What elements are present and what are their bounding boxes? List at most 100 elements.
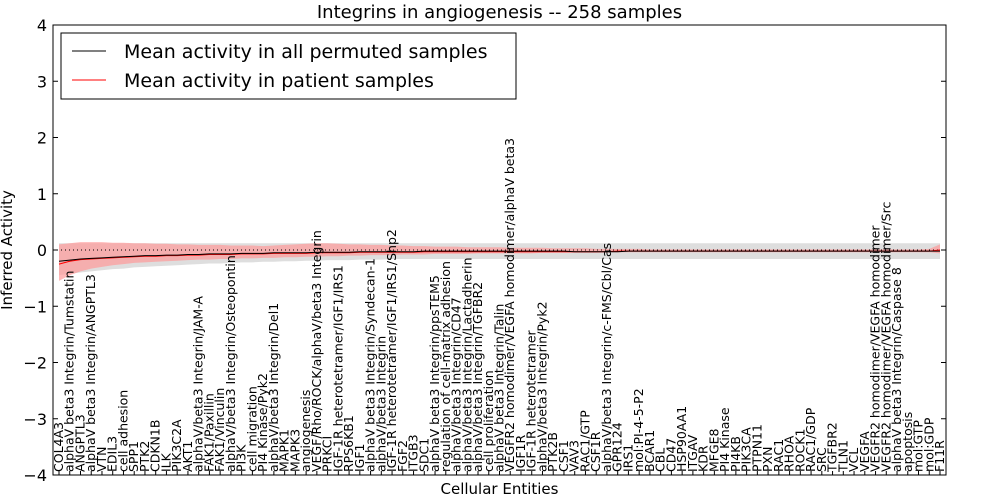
series-lines-group: [58, 249, 941, 265]
x-tick-label: alphaV/beta3 Integrin/Pyk2: [534, 301, 549, 472]
x-tick-label: alphaV beta3 Integrin/Caspase 8: [889, 267, 904, 472]
x-tick-label: angiogenesis: [298, 390, 313, 472]
x-tick-label: PRKCI: [320, 436, 335, 472]
x-tick-label: COL4A3: [51, 422, 66, 472]
x-tick-label: PI3K: [234, 444, 249, 472]
x-tick-label: regulation of cell-matrix adhesion: [438, 261, 453, 472]
x-tick-label: RAC1/GDP: [803, 407, 818, 472]
y-tick-label: 4: [37, 16, 47, 35]
x-tick-label: TLN1: [835, 440, 850, 473]
x-tick-label: alphaV/beta3 Integrin/Lactadherin: [459, 257, 474, 472]
x-tick-label: PI4 Kinase/Pyk2: [255, 373, 270, 472]
x-tick-label: CBL: [653, 448, 668, 472]
x-tick-label: alphaV/beta3 Integrin/c-FMS/Cbl/Cas: [599, 243, 614, 472]
y-axis-label: Inferred Activity: [0, 190, 16, 310]
x-tick-label: ANGPTL3: [72, 414, 87, 472]
x-tick-label: VTN: [94, 446, 109, 472]
x-tick-label: VAV3: [567, 440, 582, 472]
y-tick-label: −1: [23, 297, 47, 316]
x-tick-label: SDC1: [416, 438, 431, 472]
x-tick-label: BCAR1: [642, 430, 657, 472]
x-tick-label: PTK2B: [545, 432, 560, 472]
x-tick-label: alphaV/beta3 Integrin/CD47: [449, 297, 464, 472]
y-tick-label: −4: [23, 466, 47, 485]
y-tick-label: 0: [37, 241, 47, 260]
y-tick-label: −2: [23, 354, 47, 373]
line-permuted: [58, 250, 940, 262]
legend-entry-patient: Mean activity in patient samples: [124, 70, 434, 92]
x-tick-label: cell migration: [244, 386, 259, 472]
x-tick-label: CD47: [663, 438, 678, 472]
x-tick-label: MAPK1: [277, 429, 292, 472]
x-tick-label: alphaV/beta3 Integrin/Del1: [266, 303, 281, 472]
x-tick-label: IGF-1R heterotetramer: [524, 329, 539, 472]
x-tick-label: ROCK1: [792, 429, 807, 472]
x-tick-label: ITGAV: [685, 434, 700, 472]
y-tick-label: 3: [37, 72, 47, 91]
x-tick-label: alphaV beta3 Integrin/Talin: [492, 304, 507, 472]
x-tick-label: alphaV/beta3 Integrin/JAM-A: [191, 296, 206, 472]
x-tick-label: alphaV/beta3 Integrin/TGFBR2: [470, 282, 485, 472]
x-tick-label: PI4 Kinase: [717, 407, 732, 472]
x-tick-label: MFGE8: [706, 428, 721, 472]
x-tick-label: PI4KB: [728, 436, 743, 472]
legend-entry-permuted: Mean activity in all permuted samples: [124, 41, 487, 63]
x-tick-label: FAK1/Vinculin: [212, 388, 227, 472]
x-tick-label: VEGFR2 homodimer/VEGFA homodimer/Src: [878, 202, 893, 472]
x-tick-label: VEGFA: [857, 431, 872, 472]
x-tick-label: alphaV/beta3 Integrin/Osteopontin: [223, 255, 238, 472]
band-patient: [59, 242, 940, 281]
x-tick-label: cell proliferation: [481, 370, 496, 472]
chart-title: Integrins in angiogenesis -- 258 samples: [317, 2, 682, 23]
x-tick-label: mol:GTP: [911, 420, 926, 472]
x-tick-label: MAPK3: [287, 429, 302, 472]
x-tick-label: PIK3C2A: [169, 419, 184, 472]
x-tick-label: VEGFR2 homodimer/VEGFA homodimer/alphaV …: [502, 138, 517, 472]
x-tick-label: RPS6KB1: [341, 415, 356, 472]
x-tick-label: KDR: [696, 445, 711, 472]
bands-group: [59, 242, 940, 281]
x-tick-label: GPR124: [610, 422, 625, 472]
x-tick-label: PXN: [760, 447, 775, 472]
x-tick-label: TGFBR2: [825, 422, 840, 473]
x-tick-label: PIK3CA: [739, 427, 754, 472]
x-tick-label: CSF1R: [588, 431, 603, 472]
x-tick-label: alphaV/beta3 Integrin: [373, 336, 388, 472]
y-tick-label: 2: [37, 129, 47, 148]
x-tick-label: IGF1R: [513, 434, 528, 472]
x-tick-label: VEGF/Rho/ROCK/alphaV/beta3 Integrin: [309, 230, 324, 472]
x-tick-label: cell adhesion: [115, 390, 130, 472]
x-tick-label: CDKN1B: [148, 420, 163, 472]
x-tick-label: IRS1: [620, 444, 635, 472]
x-tick-label: FAK1/Paxillin: [201, 393, 216, 472]
x-tick-label: RHOA: [782, 435, 797, 472]
x-tick-label: CSF1: [556, 440, 571, 472]
x-tick-label: alphaV beta3 Integrin/Tumstatin: [62, 271, 77, 472]
x-tick-label: HSP90AA1: [674, 406, 689, 472]
x-tick-label: ILK: [158, 452, 173, 472]
x-tick-label: ITGB3: [406, 434, 421, 472]
x-tick-label: RAC1/GTP: [577, 410, 592, 472]
x-tick-label: RAC1: [771, 439, 786, 472]
x-tick-label: VEGFR2 homodimer/VEGFA homodimer: [868, 225, 883, 472]
x-axis-label: Cellular Entities: [441, 480, 559, 498]
x-tick-label: IGF-1R heterotetramer/IGF1/IRS1/Shp2: [384, 229, 399, 472]
x-tick-label: apoptosis: [900, 412, 915, 472]
x-tick-label: mol:GDP: [921, 417, 936, 472]
x-tick-label: IGF-1R heterotetramer/IGF1/IRS1: [330, 265, 345, 472]
x-tick-label: PTK2: [137, 441, 152, 472]
x-tick-label: FGF2: [395, 440, 410, 472]
legend-box: [60, 32, 517, 100]
x-tick-label: SRC: [814, 447, 829, 472]
y-tick-label: −3: [23, 410, 47, 429]
y-axis-ticks: 4 3 2 1 0 −1 −2 −3 −4: [23, 16, 946, 485]
x-tick-label: F11R: [932, 440, 947, 472]
y-tick-label: 1: [37, 185, 47, 204]
x-tick-label: mol:PI-4-5-P2: [631, 388, 646, 472]
x-tick-label: AKT1: [180, 441, 195, 472]
legend: Mean activity in all permuted samples Me…: [60, 32, 517, 100]
x-tick-label: alphaV beta3 Integrin/Syndecan-1: [363, 258, 378, 472]
x-tick-label: PTPN11: [749, 424, 764, 472]
